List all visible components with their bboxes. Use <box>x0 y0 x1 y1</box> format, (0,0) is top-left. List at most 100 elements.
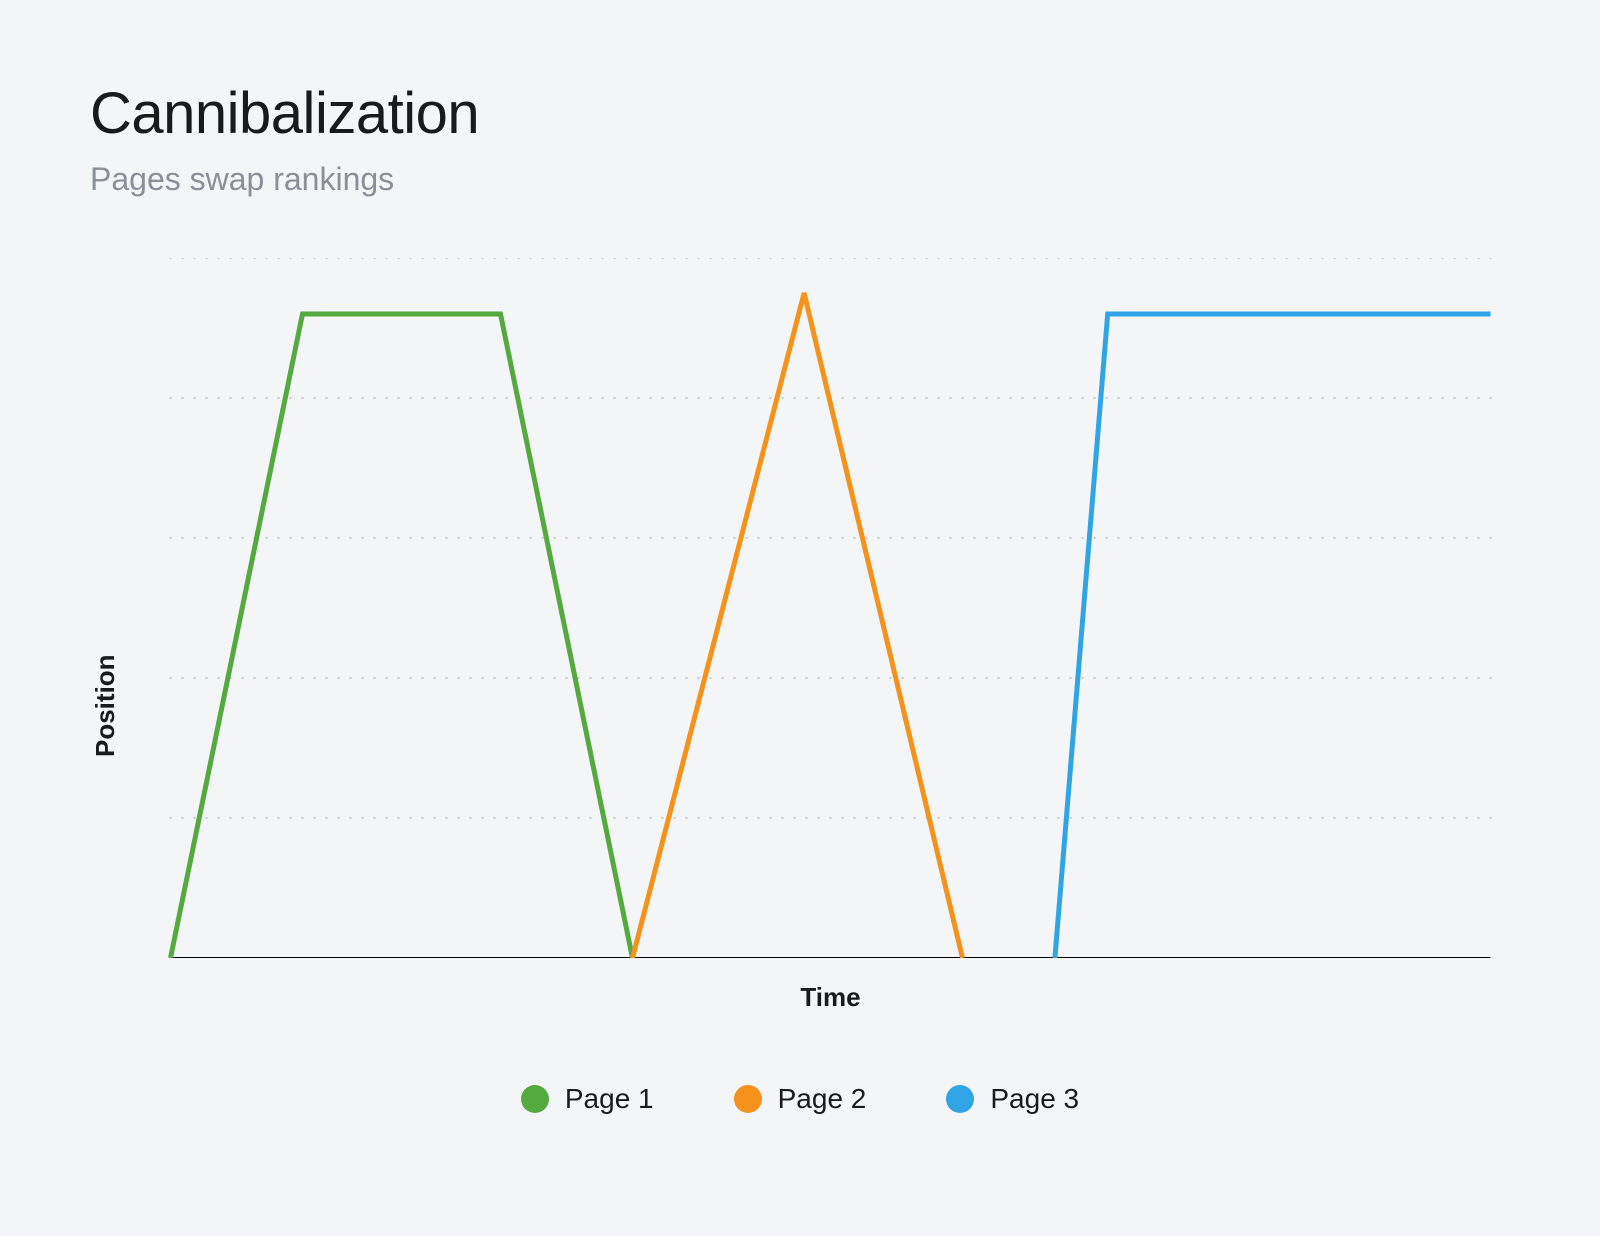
gridline-dot <box>817 258 819 259</box>
gridline-dot <box>1165 677 1167 679</box>
gridline-dot <box>361 537 363 539</box>
gridline-dot <box>997 537 999 539</box>
gridline-dot <box>613 258 615 259</box>
gridline-dot <box>601 537 603 539</box>
gridline-dot <box>349 397 351 399</box>
gridline-dot <box>1225 258 1227 259</box>
gridline-dot <box>313 677 315 679</box>
gridline-dot <box>1189 397 1191 399</box>
gridline-dot <box>865 537 867 539</box>
gridline-dot <box>1117 397 1119 399</box>
gridline-dot <box>445 817 447 819</box>
gridline-dot <box>1021 397 1023 399</box>
gridline-dot <box>517 537 519 539</box>
gridline-dot <box>685 817 687 819</box>
gridline-dot <box>385 397 387 399</box>
gridline-dot <box>493 537 495 539</box>
gridline-dot <box>1417 397 1419 399</box>
gridline-dot <box>421 817 423 819</box>
gridline-dot <box>1129 537 1131 539</box>
gridline-dot <box>301 677 303 679</box>
gridline-dot <box>241 397 243 399</box>
gridline-dot <box>397 817 399 819</box>
gridline-dot <box>1477 677 1479 679</box>
gridline-dot <box>781 677 783 679</box>
gridline-dot <box>793 397 795 399</box>
gridline-dot <box>1285 397 1287 399</box>
gridline-dot <box>1285 817 1287 819</box>
gridline-dot <box>841 677 843 679</box>
gridline-dot <box>673 397 675 399</box>
gridline-dot <box>409 817 411 819</box>
gridline-dot <box>1213 677 1215 679</box>
gridline-dot <box>733 397 735 399</box>
gridline-dot <box>229 537 231 539</box>
gridline-dot <box>1369 677 1371 679</box>
legend-label: Page 3 <box>990 1083 1079 1115</box>
gridline-dot <box>1453 397 1455 399</box>
gridline-dot <box>457 817 459 819</box>
gridline-dot <box>457 537 459 539</box>
gridline-dot <box>565 258 567 259</box>
gridline-dot <box>1465 537 1467 539</box>
gridline-dot <box>769 397 771 399</box>
legend: Page 1Page 2Page 3 <box>90 1083 1510 1115</box>
gridline-dot <box>577 397 579 399</box>
gridline-dot <box>1357 817 1359 819</box>
gridline-dot <box>577 817 579 819</box>
gridline-dot <box>373 258 375 259</box>
gridline-dot <box>697 397 699 399</box>
gridline-dot <box>1477 817 1479 819</box>
gridline-dot <box>1021 258 1023 259</box>
gridline-dot <box>169 817 171 819</box>
gridline-dot <box>625 537 627 539</box>
gridline-dot <box>973 677 975 679</box>
gridline-dot <box>541 537 543 539</box>
gridline-dot <box>817 397 819 399</box>
gridline-dot <box>1057 258 1059 259</box>
gridline-dot <box>1249 397 1251 399</box>
gridline-dot <box>1285 258 1287 259</box>
gridline-dot <box>673 537 675 539</box>
gridline-dot <box>277 258 279 259</box>
gridline-dot <box>961 817 963 819</box>
gridline-dot <box>853 537 855 539</box>
gridline-dot <box>325 258 327 259</box>
gridline-dot <box>865 817 867 819</box>
gridline-dot <box>877 677 879 679</box>
gridline-dot <box>1309 817 1311 819</box>
gridline-dot <box>721 817 723 819</box>
gridline-dot <box>325 537 327 539</box>
gridline-dot <box>745 397 747 399</box>
gridline-dot <box>1393 258 1395 259</box>
gridline-dot <box>997 397 999 399</box>
gridline-dot <box>829 537 831 539</box>
gridline-dot <box>1237 537 1239 539</box>
gridline-dot <box>733 817 735 819</box>
gridline-dot <box>1465 258 1467 259</box>
gridline-dot <box>1273 537 1275 539</box>
gridline-dot <box>1045 677 1047 679</box>
gridline-dot <box>193 258 195 259</box>
gridline-dot <box>961 397 963 399</box>
gridline-dot <box>1033 397 1035 399</box>
gridline-dot <box>1237 258 1239 259</box>
gridline-dot <box>409 397 411 399</box>
gridline-dot <box>373 537 375 539</box>
gridline-dot <box>169 397 171 399</box>
gridline-dot <box>265 817 267 819</box>
chart-container: Cannibalization Pages swap rankings Posi… <box>90 80 1510 1156</box>
gridline-dot <box>817 537 819 539</box>
gridline-dot <box>541 677 543 679</box>
gridline-dot <box>1249 258 1251 259</box>
gridline-dot <box>529 258 531 259</box>
gridline-dot <box>1201 677 1203 679</box>
gridline-dot <box>361 258 363 259</box>
gridline-dot <box>277 537 279 539</box>
gridline-dot <box>337 677 339 679</box>
gridline-dot <box>1141 397 1143 399</box>
gridline-dot <box>373 677 375 679</box>
gridline-dot <box>649 397 651 399</box>
gridline-dot <box>337 258 339 259</box>
series-line-2 <box>633 293 963 958</box>
